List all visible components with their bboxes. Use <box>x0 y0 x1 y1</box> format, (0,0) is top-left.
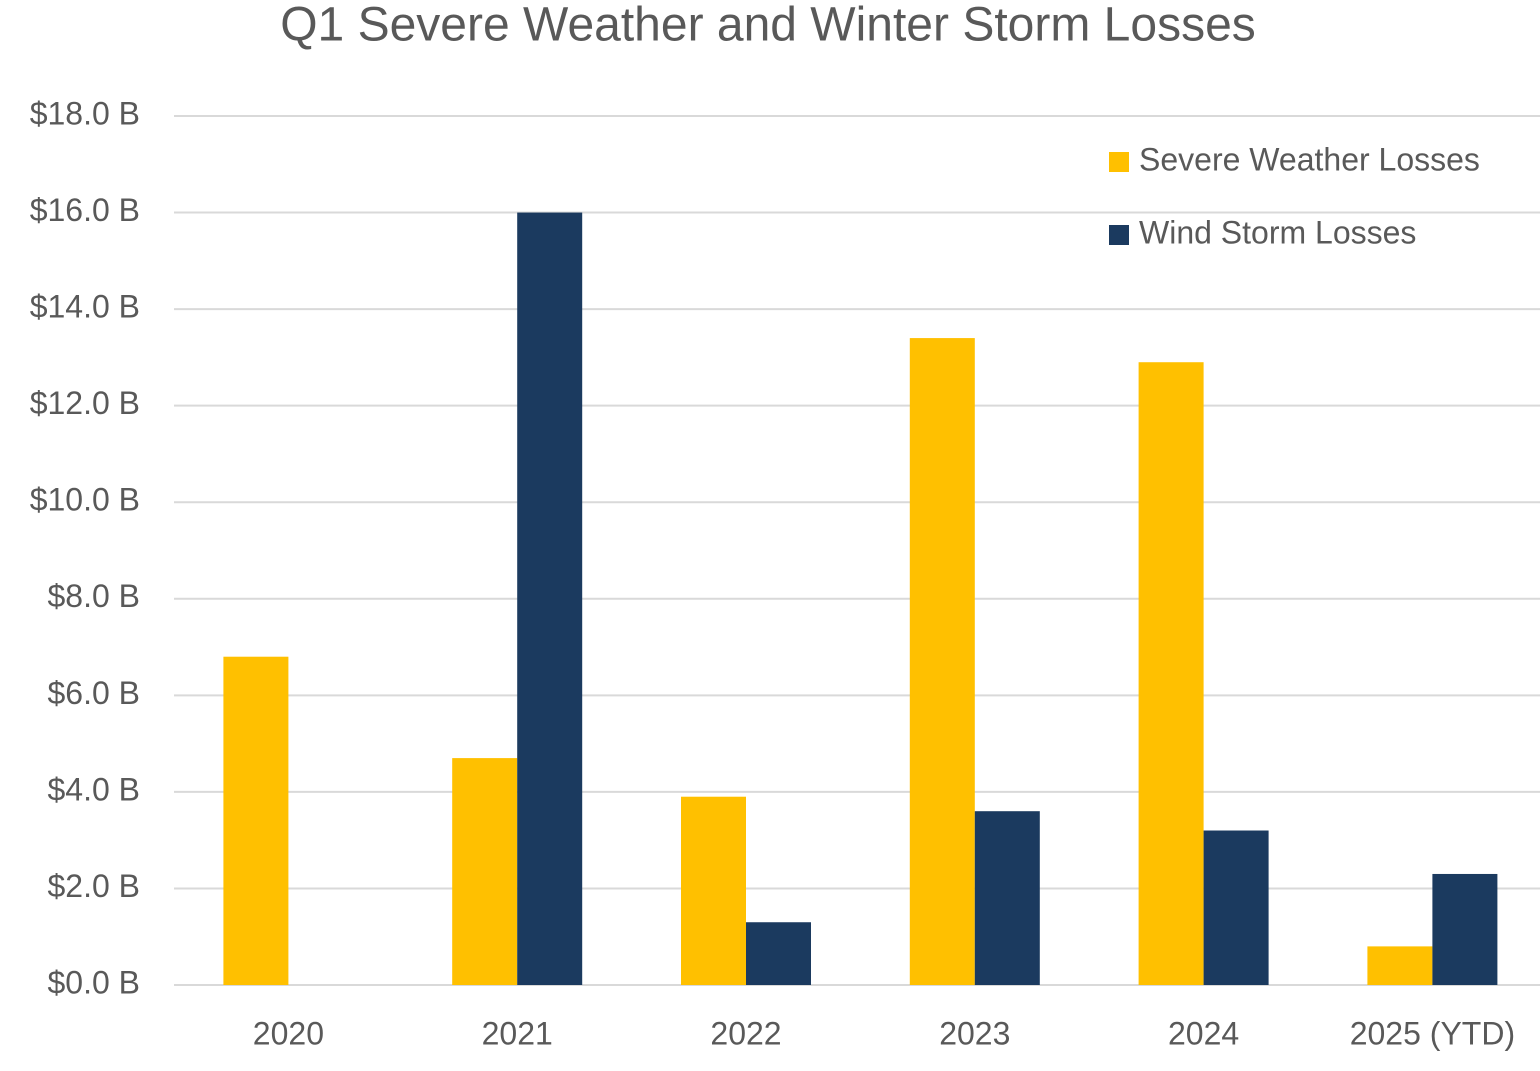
bar <box>1367 946 1433 985</box>
y-tick-label: $4.0 B <box>47 771 140 807</box>
bar <box>517 212 583 986</box>
legend-label: Wind Storm Losses <box>1139 214 1416 250</box>
y-tick-label: $16.0 B <box>30 192 140 228</box>
x-tick-label: 2022 <box>710 1015 781 1051</box>
x-tick-label: 2024 <box>1168 1015 1239 1051</box>
legend-swatch <box>1109 152 1129 172</box>
y-tick-label: $18.0 B <box>30 95 140 131</box>
y-tick-label: $0.0 B <box>47 964 140 1000</box>
bar <box>1432 873 1498 985</box>
y-tick-label: $14.0 B <box>30 289 140 325</box>
x-tick-label: 2021 <box>482 1015 553 1051</box>
legend-label: Severe Weather Losses <box>1139 141 1480 177</box>
chart-title: Q1 Severe Weather and Winter Storm Losse… <box>280 0 1256 52</box>
y-tick-label: $12.0 B <box>30 385 140 421</box>
y-tick-label: $8.0 B <box>47 578 140 614</box>
bar <box>974 811 1040 985</box>
bar <box>909 338 975 986</box>
bar <box>223 656 289 985</box>
bar <box>746 922 811 985</box>
bar <box>681 796 746 985</box>
legend-swatch <box>1109 225 1129 245</box>
bar <box>1138 362 1204 985</box>
x-tick-label: 2025 (YTD) <box>1350 1015 1515 1051</box>
y-tick-label: $2.0 B <box>47 868 140 904</box>
y-tick-label: $10.0 B <box>30 482 140 518</box>
x-tick-label: 2020 <box>253 1015 324 1051</box>
bar <box>452 758 518 985</box>
bar <box>1203 830 1269 985</box>
x-tick-label: 2023 <box>939 1015 1010 1051</box>
y-tick-label: $6.0 B <box>47 675 140 711</box>
